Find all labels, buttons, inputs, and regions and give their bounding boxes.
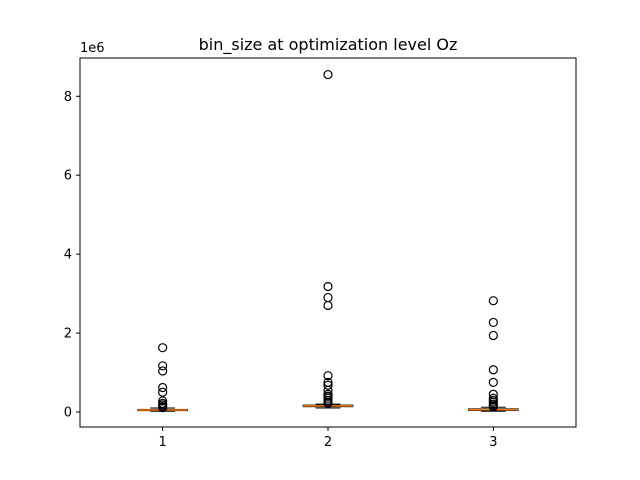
y-offset-label: 1e6 (80, 41, 105, 56)
outlier-point (158, 361, 168, 371)
outlier-point (488, 402, 498, 412)
outlier-point (323, 371, 333, 381)
box-1 (137, 343, 188, 413)
outlier-point (158, 366, 168, 376)
outlier-point (488, 377, 498, 388)
y-tick-label: 0 (64, 406, 72, 421)
outlier-point (323, 69, 333, 80)
outlier-point (323, 300, 333, 311)
outlier-point (488, 330, 498, 341)
x-tick-label: 1 (159, 435, 167, 450)
plot-area (137, 69, 519, 413)
box-2 (302, 69, 354, 409)
outlier-point (323, 292, 333, 303)
y-tick-label: 4 (64, 248, 72, 263)
chart-title: bin_size at optimization level Oz (199, 35, 458, 55)
y-tick-label: 8 (64, 90, 72, 105)
outlier-point (323, 380, 333, 390)
x-tick-label: 3 (489, 435, 497, 450)
outlier-point (488, 317, 498, 328)
x-tick-label: 2 (324, 435, 332, 450)
outlier-point (158, 382, 168, 393)
outlier-point (158, 343, 168, 353)
outlier-point (158, 387, 168, 397)
outlier-point (488, 365, 498, 375)
y-tick-label: 2 (64, 327, 72, 342)
outlier-point (158, 403, 168, 413)
outlier-point (158, 396, 168, 406)
box-3 (468, 296, 519, 412)
outlier-point (323, 398, 333, 408)
outlier-point (488, 296, 498, 306)
y-tick-label: 6 (64, 169, 72, 184)
outlier-point (323, 281, 333, 292)
